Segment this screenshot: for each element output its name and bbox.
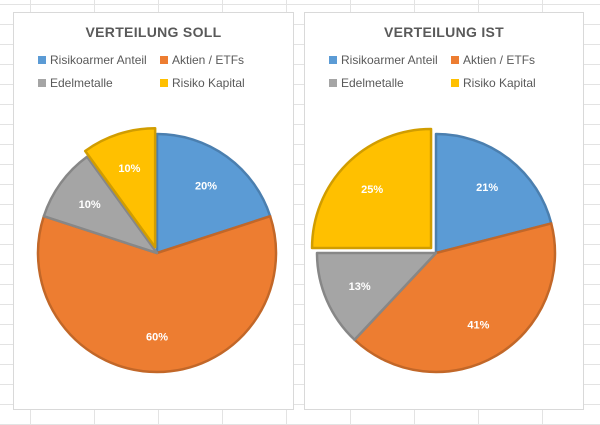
legend-label: Aktien / ETFs xyxy=(172,53,245,67)
pie-chart-soll: 20% 60% 10% 10% xyxy=(36,127,278,374)
legend-swatch xyxy=(329,79,337,87)
chart-title: VERTEILUNG IST xyxy=(383,24,505,40)
pie-slice-risikoarmer-anteil[interactable] xyxy=(155,132,272,255)
pie-slice-aktien-etfs[interactable] xyxy=(36,214,278,374)
legend-item-risiko-kapital: Risiko Kapital xyxy=(160,76,282,90)
legend-item-aktien-etfs: Aktien / ETFs xyxy=(160,53,282,67)
legend-swatch xyxy=(38,56,46,64)
legend-item-aktien-etfs: Aktien / ETFs xyxy=(451,53,573,67)
legend-label: Edelmetalle xyxy=(50,76,113,90)
legend-swatch xyxy=(38,79,46,87)
legend-label: Risiko Kapital xyxy=(172,76,245,90)
legend: Risikoarmer Anteil Aktien / ETFs Edelmet… xyxy=(329,53,579,90)
legend-label: Risikoarmer Anteil xyxy=(341,53,438,67)
pie-slice-risikoarmer-anteil[interactable] xyxy=(434,132,553,255)
legend-item-risiko-kapital: Risiko Kapital xyxy=(451,76,573,90)
slice-label-edelmetalle: 10% xyxy=(79,199,101,211)
pie-slice-risiko-kapital[interactable] xyxy=(83,127,157,249)
slice-label-risiko-kapital: 10% xyxy=(118,163,140,175)
legend-swatch xyxy=(451,79,459,87)
legend-item-risikoarmer-anteil: Risikoarmer Anteil xyxy=(329,53,451,67)
pie-chart-ist: 21% 41% 13% 25% xyxy=(310,127,557,374)
slice-label-risiko-kapital: 25% xyxy=(361,184,383,196)
slice-label-risikoarmer-anteil: 20% xyxy=(195,181,217,193)
pie-slice-aktien-etfs[interactable] xyxy=(353,222,557,374)
legend-swatch xyxy=(160,79,168,87)
chart-ist[interactable]: VERTEILUNG IST Risikoarmer Anteil Aktien… xyxy=(304,12,584,410)
slice-label-aktien-etfs: 41% xyxy=(467,320,489,332)
legend-label: Aktien / ETFs xyxy=(463,53,536,67)
legend-item-risikoarmer-anteil: Risikoarmer Anteil xyxy=(38,53,160,67)
legend-swatch xyxy=(160,56,168,64)
chart-soll[interactable]: VERTEILUNG SOLL Risikoarmer Anteil Aktie… xyxy=(13,12,294,410)
pie-slice-edelmetalle[interactable] xyxy=(42,155,159,255)
legend-label: Risikoarmer Anteil xyxy=(50,53,147,67)
chart-title: VERTEILUNG SOLL xyxy=(85,24,222,40)
legend-label: Risiko Kapital xyxy=(463,76,536,90)
legend-swatch xyxy=(329,56,337,64)
pie-slice-risiko-kapital[interactable] xyxy=(310,127,433,250)
slice-label-edelmetalle: 13% xyxy=(349,281,371,293)
slice-label-aktien-etfs: 60% xyxy=(146,331,168,343)
legend-item-edelmetalle: Edelmetalle xyxy=(329,76,451,90)
legend-label: Edelmetalle xyxy=(341,76,404,90)
legend: Risikoarmer Anteil Aktien / ETFs Edelmet… xyxy=(38,53,288,90)
legend-item-edelmetalle: Edelmetalle xyxy=(38,76,160,90)
pie-slice-edelmetalle[interactable] xyxy=(315,251,438,341)
slice-label-risikoarmer-anteil: 21% xyxy=(476,182,498,194)
legend-swatch xyxy=(451,56,459,64)
